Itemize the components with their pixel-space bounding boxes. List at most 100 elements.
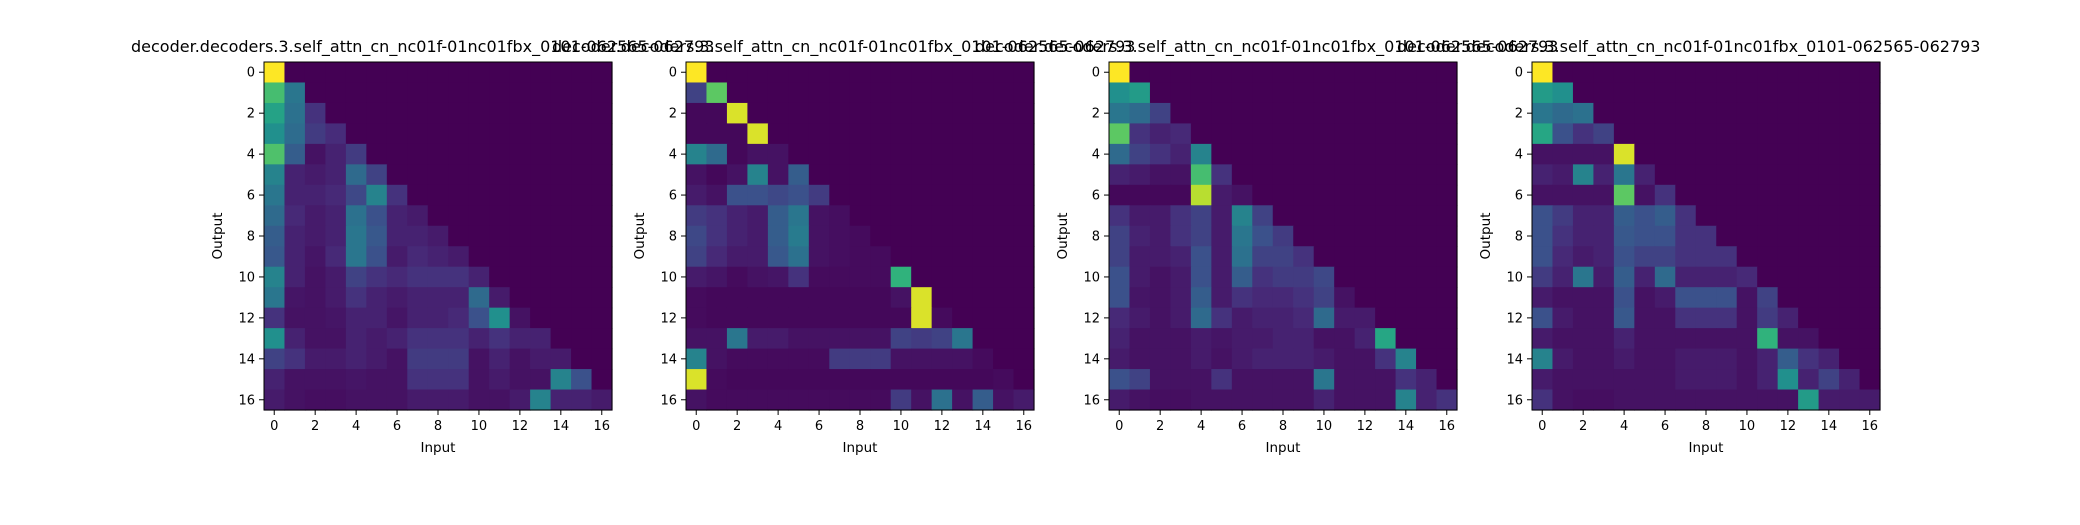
heatmap-cell	[1552, 389, 1574, 411]
y-tick-label: 16	[1083, 393, 1100, 408]
heatmap-cell	[468, 266, 490, 288]
heatmap-cell	[407, 287, 429, 309]
heatmap-cell	[788, 82, 810, 104]
heatmap-cell	[1777, 164, 1799, 186]
heatmap-cell	[931, 287, 953, 309]
heatmap-cell	[788, 143, 810, 165]
heatmap-cell	[1272, 348, 1294, 370]
heatmap-cell	[1859, 266, 1881, 288]
heatmap-cell	[1839, 389, 1861, 411]
y-tick-label: 2	[1092, 107, 1100, 122]
heatmap-cell	[1272, 143, 1294, 165]
heatmap-cell	[1129, 82, 1151, 104]
heatmap-cell	[870, 225, 892, 247]
heatmap-cell	[427, 266, 449, 288]
heatmap-cell	[1272, 225, 1294, 247]
heatmap-cell	[1654, 143, 1676, 165]
heatmap-cell	[1293, 369, 1315, 391]
heatmap-cell	[1149, 266, 1172, 288]
heatmap-cell	[1272, 266, 1294, 288]
heatmap-cell	[468, 82, 490, 104]
heatmap-cell	[1170, 369, 1192, 391]
heatmap-cell	[1593, 164, 1615, 186]
heatmap-cell	[366, 143, 388, 165]
heatmap-cell	[1190, 287, 1212, 309]
heatmap-cell	[1675, 328, 1697, 350]
heatmap-cell	[571, 348, 593, 370]
heatmap-cell	[1818, 369, 1840, 391]
heatmap-cell	[325, 348, 347, 370]
heatmap-cell	[571, 307, 593, 329]
heatmap-cell	[706, 225, 728, 247]
heatmap-cell	[325, 246, 347, 268]
heatmap-cell	[1252, 287, 1274, 309]
heatmap-cell	[550, 266, 572, 288]
heatmap-cell	[468, 328, 490, 350]
heatmap-cell	[284, 266, 306, 288]
heatmap-cell	[264, 123, 286, 145]
heatmap-cell	[345, 369, 367, 391]
y-tick-label: 10	[238, 270, 255, 285]
heatmap-cell	[304, 102, 327, 125]
heatmap-cell	[1613, 307, 1635, 329]
heatmap-cell	[1613, 225, 1635, 247]
heatmap-cell	[1818, 102, 1840, 125]
heatmap-cell	[1859, 348, 1881, 370]
heatmap-cell	[1170, 184, 1192, 206]
heatmap-cell	[706, 82, 728, 104]
heatmap-cell	[1716, 82, 1738, 104]
heatmap-cell	[1354, 184, 1376, 206]
heatmap-cell	[1149, 82, 1172, 104]
heatmap-cell	[345, 62, 367, 84]
heatmap-cell	[1757, 143, 1779, 165]
heatmap-cell	[1695, 266, 1717, 288]
heatmap-cell	[325, 369, 347, 391]
heatmap-cell	[788, 184, 810, 206]
heatmap-cell	[1293, 143, 1315, 165]
heatmap-cell	[993, 123, 1015, 145]
heatmap-cell	[788, 389, 810, 411]
heatmap-cell	[468, 102, 490, 125]
heatmap-cell	[1170, 389, 1192, 411]
heatmap-cell	[849, 287, 871, 309]
heatmap-cell	[1416, 184, 1438, 206]
heatmap-cell	[345, 348, 367, 370]
heatmap-cell	[550, 62, 572, 84]
heatmap-cell	[530, 62, 552, 84]
heatmap-cell	[1757, 102, 1779, 125]
y-tick-label: 4	[247, 148, 255, 163]
heatmap-cell	[468, 123, 490, 145]
heatmap-cell	[448, 389, 470, 411]
heatmap-cell	[870, 205, 892, 227]
heatmap-cell	[931, 225, 953, 247]
heatmap-cell	[706, 328, 728, 350]
heatmap-cell	[870, 143, 892, 165]
heatmap-cell	[1695, 369, 1717, 391]
heatmap-cell	[911, 184, 933, 206]
heatmap-cell	[1395, 123, 1417, 145]
heatmap-cell	[325, 82, 347, 104]
heatmap-cell	[1416, 328, 1438, 350]
heatmap-cell	[1252, 82, 1274, 104]
heatmap-cell	[345, 184, 367, 206]
y-tick-label: 16	[1506, 393, 1523, 408]
heatmap-cell	[468, 205, 490, 227]
x-tick-label: 0	[270, 419, 278, 434]
heatmap-cell	[829, 389, 851, 411]
heatmap-cell	[1293, 225, 1315, 247]
heatmap-cell	[571, 164, 593, 186]
heatmap-cell	[1334, 82, 1356, 104]
heatmap-cell	[1716, 389, 1738, 411]
heatmap-cell	[1675, 307, 1697, 329]
heatmap-cell	[952, 225, 974, 247]
heatmap-cell	[788, 225, 810, 247]
heatmap-cell	[1593, 307, 1615, 329]
heatmap-cell	[829, 205, 851, 227]
heatmap-cell	[1231, 102, 1253, 125]
heatmap-cell	[1552, 205, 1574, 227]
heatmap-cell	[890, 287, 912, 309]
heatmap-cell	[571, 184, 593, 206]
heatmap-cell	[1818, 266, 1840, 288]
heatmap-cell	[1818, 246, 1840, 268]
heatmap-cell	[1859, 123, 1881, 145]
